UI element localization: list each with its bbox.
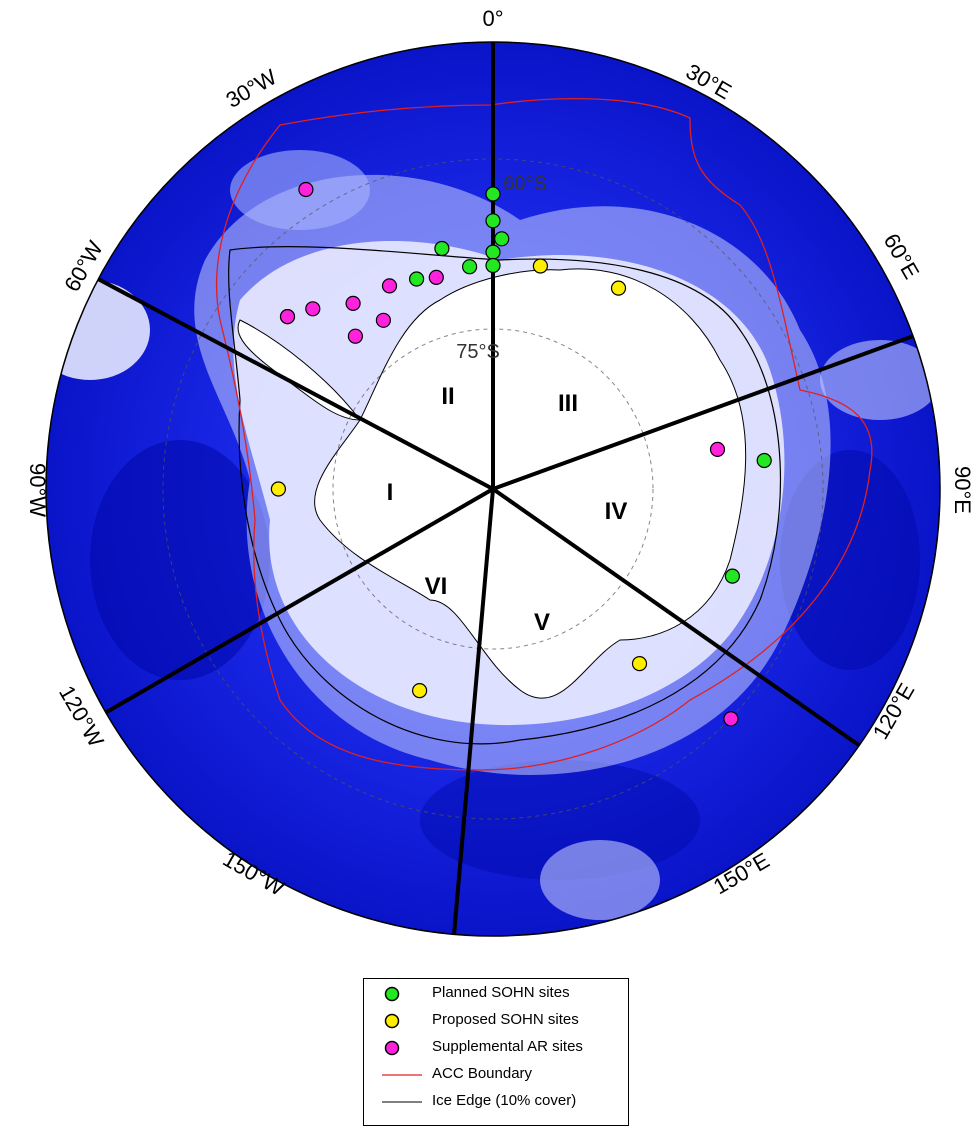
lon-label-0: 0° [482, 6, 503, 31]
sector-lines [97, 42, 914, 935]
antarctic-polar-map: 0° 30°E 60°E 90°E 120°E 150°E 150°W 120°… [25, 6, 975, 937]
legend-label-planned: Planned SOHN sites [432, 984, 570, 1001]
proposed-site-marker [610, 280, 627, 296]
sector-label-iv: IV [605, 498, 628, 525]
planned-site-marker [409, 271, 425, 287]
supplemental-site-marker [723, 711, 739, 727]
sector-boundary-line [492, 334, 914, 491]
site-markers [270, 181, 772, 727]
sector-label-vi: VI [425, 573, 448, 600]
legend-label-ice-edge: Ice Edge (10% cover) [432, 1092, 577, 1109]
sector-boundary-line [452, 488, 495, 935]
lon-label-90e: 90°E [950, 466, 975, 514]
sector-boundary-line [97, 277, 494, 491]
planned-site-marker-icon [384, 986, 400, 1002]
planned-site-marker [485, 244, 501, 260]
supplemental-site-marker [381, 278, 398, 294]
planned-site-marker [485, 213, 501, 229]
deep-ocean-patch [90, 440, 270, 680]
supplemental-site-marker [709, 441, 726, 457]
map-frame [45, 41, 941, 937]
sector-label-iii: III [558, 390, 578, 417]
acc-boundary-line-icon [382, 1074, 422, 1076]
supplemental-site-marker [305, 301, 321, 317]
proposed-site-marker [631, 655, 648, 672]
legend-label-supplemental: Supplemental AR sites [432, 1038, 583, 1055]
planned-site-marker [494, 231, 510, 247]
legend-item-acc: ACC Boundary [364, 1064, 628, 1086]
proposed-site-marker [412, 682, 428, 699]
legend-item-proposed: Proposed SOHN sites [364, 1010, 628, 1032]
lat-label-75s: 75°S [456, 341, 500, 363]
sector-boundary-line [104, 487, 494, 715]
legend-item-supplemental: Supplemental AR sites [364, 1037, 628, 1059]
planned-site-marker [462, 259, 478, 275]
legend-label-proposed: Proposed SOHN sites [432, 1011, 579, 1028]
sector-label-v: V [534, 609, 550, 636]
ice-edge-line-icon [382, 1101, 422, 1103]
legend: Planned SOHN sites Proposed SOHN sites S… [363, 978, 629, 1126]
sector-label-ii: II [441, 383, 454, 410]
ice-edge-line [228, 246, 782, 745]
planned-site-marker [724, 568, 741, 584]
acc-boundary-line [215, 97, 873, 771]
planned-site-marker [485, 257, 501, 274]
light-ocean-patch [820, 340, 940, 420]
sector-boundary-line [491, 487, 861, 748]
map-disc [46, 42, 940, 936]
supplemental-site-marker [345, 295, 361, 311]
supplemental-site-marker [347, 328, 363, 344]
legend-item-planned: Planned SOHN sites [364, 983, 628, 1005]
supplemental-site-marker [298, 181, 314, 198]
planned-site-marker [485, 186, 501, 202]
supplemental-site-marker [279, 309, 296, 325]
legend-item-ice-edge: Ice Edge (10% cover) [364, 1091, 628, 1113]
light-ocean-patch [540, 840, 660, 920]
supplemental-site-marker [428, 269, 444, 285]
planned-site-marker [756, 452, 772, 469]
legend-label-acc: ACC Boundary [432, 1065, 533, 1082]
antarctic-peninsula [237, 319, 362, 421]
proposed-site-marker [532, 258, 549, 274]
proposed-site-marker [270, 481, 286, 497]
sector-label-i: I [387, 479, 394, 506]
planned-site-marker [434, 240, 450, 257]
lat-label-60s: 60°S [503, 173, 547, 195]
supplemental-site-marker [375, 312, 391, 328]
proposed-site-marker-icon [384, 1013, 400, 1029]
supplemental-site-marker-icon [384, 1040, 400, 1056]
